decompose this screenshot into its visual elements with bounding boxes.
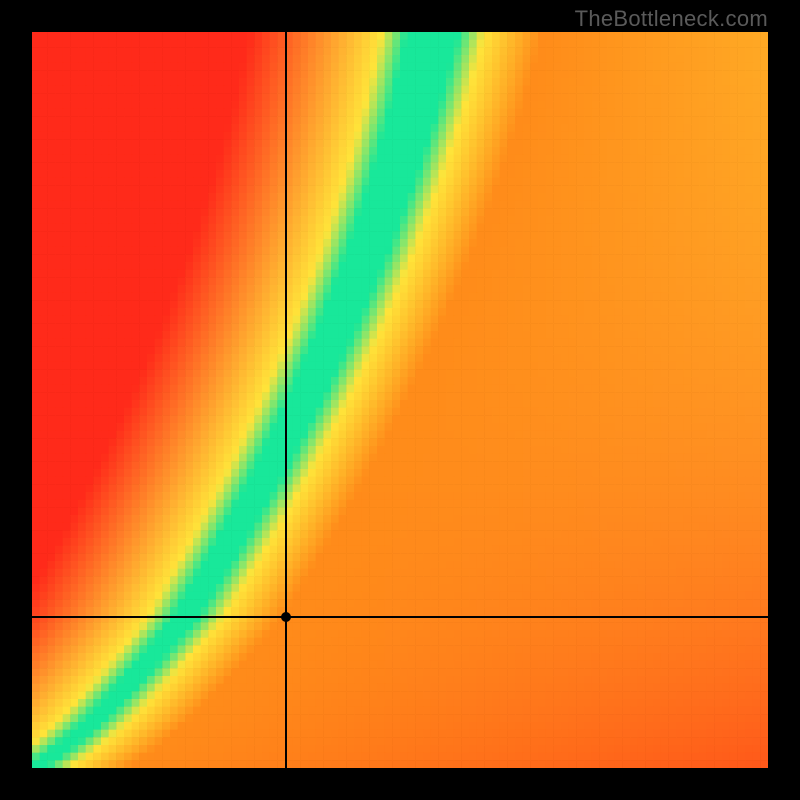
selection-marker-dot <box>281 612 291 622</box>
crosshair-vertical-line <box>285 32 287 768</box>
crosshair-horizontal-line <box>32 616 768 618</box>
bottleneck-heatmap-frame <box>32 32 768 768</box>
watermark-text: TheBottleneck.com <box>575 6 768 32</box>
bottleneck-heatmap-canvas <box>32 32 768 768</box>
